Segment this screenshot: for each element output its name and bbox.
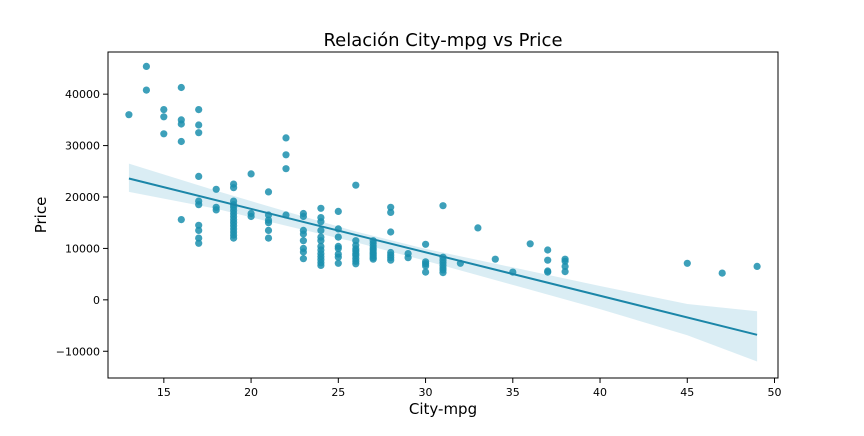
data-point xyxy=(299,212,307,221)
data-point xyxy=(561,257,569,265)
data-point xyxy=(317,261,325,269)
data-point xyxy=(317,218,325,226)
x-tick-label: 35 xyxy=(506,386,520,399)
data-point xyxy=(544,268,552,276)
data-point xyxy=(334,253,342,261)
data-point xyxy=(299,230,307,238)
data-point xyxy=(439,202,447,210)
data-point xyxy=(177,120,185,128)
y-tick-label: 30000 xyxy=(65,140,100,153)
data-point xyxy=(195,106,203,114)
data-point xyxy=(247,212,255,221)
data-point xyxy=(352,260,360,268)
data-point xyxy=(404,254,412,262)
data-point xyxy=(387,208,395,216)
data-point xyxy=(561,268,569,276)
y-tick-label: 40000 xyxy=(65,88,100,101)
data-points-layer xyxy=(125,62,761,277)
data-point xyxy=(160,113,168,121)
data-point xyxy=(264,234,273,242)
data-point xyxy=(317,204,325,212)
y-tick-label: 20000 xyxy=(65,191,100,204)
data-point xyxy=(753,262,761,270)
data-point xyxy=(317,226,325,234)
data-point xyxy=(422,240,430,248)
data-point xyxy=(282,134,290,142)
x-tick-label: 15 xyxy=(157,386,171,399)
data-point xyxy=(264,226,273,234)
regression-line xyxy=(128,177,758,336)
data-point xyxy=(299,237,307,245)
data-point xyxy=(387,228,395,236)
data-point xyxy=(125,111,133,119)
data-point xyxy=(282,151,290,159)
data-point xyxy=(718,269,726,277)
data-point xyxy=(474,224,482,232)
y-axis-ticks: −10000 0 10000 20000 30000 40000 xyxy=(56,88,108,358)
data-point xyxy=(230,234,238,242)
data-point xyxy=(177,216,185,224)
data-point xyxy=(422,262,430,270)
data-point xyxy=(195,239,203,247)
data-point xyxy=(247,170,255,178)
data-point xyxy=(212,206,220,214)
data-point xyxy=(195,121,203,129)
x-tick-label: 40 xyxy=(593,386,607,399)
x-axis-label: City-mpg xyxy=(409,400,477,418)
data-point xyxy=(334,233,342,241)
data-point xyxy=(299,255,307,263)
y-tick-label: −10000 xyxy=(56,345,100,358)
data-point xyxy=(264,219,273,227)
x-tick-label: 20 xyxy=(244,386,258,399)
x-tick-label: 25 xyxy=(331,386,345,399)
data-point xyxy=(230,184,238,192)
x-axis-ticks: 15 20 25 30 35 40 45 50 xyxy=(157,378,782,399)
data-point xyxy=(195,234,203,242)
plot-area-frame xyxy=(107,51,779,379)
x-tick-label: 50 xyxy=(768,386,782,399)
data-point xyxy=(561,262,569,270)
data-point xyxy=(160,106,168,114)
data-point xyxy=(317,237,325,245)
chart-title: Relación City-mpg vs Price xyxy=(323,30,562,51)
data-point xyxy=(177,137,185,146)
data-point xyxy=(264,188,273,196)
data-point xyxy=(160,130,168,138)
data-point xyxy=(195,221,203,229)
data-point xyxy=(683,259,691,267)
data-point xyxy=(282,165,290,173)
data-point xyxy=(491,255,499,263)
data-point xyxy=(142,62,150,70)
data-point xyxy=(544,256,552,264)
data-point xyxy=(369,255,377,263)
y-axis-label: Price xyxy=(32,197,50,234)
data-point xyxy=(334,244,342,252)
data-point xyxy=(195,129,203,137)
x-tick-label: 45 xyxy=(680,386,694,399)
data-point xyxy=(387,256,395,264)
regression-line-layer xyxy=(128,177,758,336)
data-point xyxy=(299,248,307,256)
data-point xyxy=(422,268,430,276)
data-point xyxy=(195,226,203,234)
data-point xyxy=(526,240,534,248)
y-tick-label: 10000 xyxy=(65,242,100,255)
x-tick-label: 30 xyxy=(419,386,433,399)
data-point xyxy=(212,185,220,193)
data-point xyxy=(195,172,203,180)
data-point xyxy=(439,269,447,277)
data-point xyxy=(177,83,185,92)
data-point xyxy=(352,181,360,189)
data-point xyxy=(334,207,342,215)
data-point xyxy=(142,86,150,94)
data-point xyxy=(544,246,552,254)
data-point xyxy=(387,203,395,211)
y-tick-label: 0 xyxy=(93,294,100,307)
data-point xyxy=(334,259,342,267)
data-point xyxy=(195,201,203,209)
